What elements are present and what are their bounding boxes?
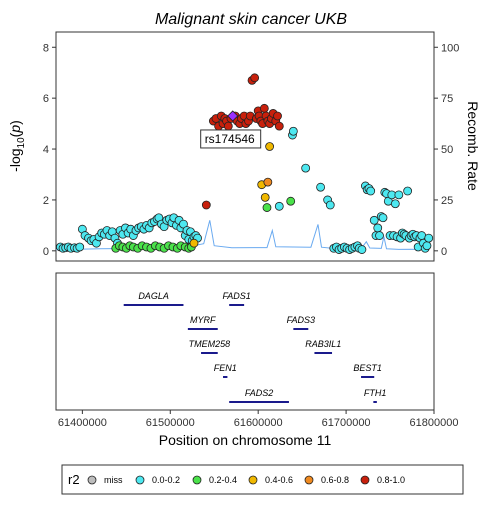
snp-point xyxy=(274,121,284,131)
snp-point xyxy=(301,163,311,173)
x-axis-label: Position on chromosome 11 xyxy=(159,432,332,448)
snp-point xyxy=(422,241,432,251)
gene-label: FADS2 xyxy=(245,388,273,398)
snp-point xyxy=(366,186,376,196)
snp-point xyxy=(357,245,367,254)
y-right-tick-label: 75 xyxy=(441,93,453,105)
snp-point xyxy=(424,233,434,243)
snp-point xyxy=(288,126,298,136)
snp-point xyxy=(260,192,270,202)
gene-label: DAGLA xyxy=(138,291,169,301)
legend-label: 0.0-0.2 xyxy=(152,475,180,485)
lead-snp-label: rs174546 xyxy=(205,132,255,146)
snp-point xyxy=(316,182,326,192)
snp-point xyxy=(75,242,85,252)
snp-point xyxy=(375,231,384,240)
y-left-tick-label: 2 xyxy=(43,195,49,207)
legend-swatch xyxy=(304,475,314,485)
snp-point xyxy=(250,73,260,83)
snp-point xyxy=(378,213,388,223)
legend-swatch xyxy=(248,475,258,485)
snp-point xyxy=(325,200,335,210)
snp-point xyxy=(274,201,284,211)
x-axis-ticks: 61400000 61500000 61600000 61700000 61800000 xyxy=(58,410,459,429)
snp-point xyxy=(390,199,400,209)
snp-point xyxy=(403,186,413,196)
legend-items: miss 0.0-0.2 0.2-0.4 0.4-0.6 0.6-0.8 0.8-1.0 xyxy=(87,475,405,485)
gene-label: FEN1 xyxy=(214,363,237,373)
snp-point xyxy=(265,142,275,151)
chart-title: Malignant skin cancer UKB xyxy=(155,11,347,28)
legend-label: 0.2-0.4 xyxy=(209,475,237,485)
gene-label: RAB3IL1 xyxy=(305,339,341,349)
legend-swatch xyxy=(192,475,202,485)
legend-label: 0.4-0.6 xyxy=(265,475,293,485)
snp-point xyxy=(369,215,379,225)
lead-snp-label-box xyxy=(200,129,262,149)
y-axis-right-ticks: 0 25 50 75 100 xyxy=(434,42,459,258)
legend-box xyxy=(61,464,464,495)
legend-title: r2 xyxy=(68,472,80,487)
y-right-tick-label: 25 xyxy=(441,195,453,207)
gene-label: FTH1 xyxy=(364,388,387,398)
snp-point xyxy=(394,190,404,200)
x-tick-label: 61800000 xyxy=(410,417,459,429)
snp-point xyxy=(201,200,211,210)
legend-label: miss xyxy=(104,475,123,485)
snp-point xyxy=(263,177,273,187)
y-left-tick-label: 6 xyxy=(43,93,49,105)
gene-label: FADS3 xyxy=(287,315,315,325)
x-tick-label: 61500000 xyxy=(146,417,195,429)
x-tick-label: 61600000 xyxy=(234,417,283,429)
legend-label: 0.8-1.0 xyxy=(377,475,405,485)
y-left-tick-label: 8 xyxy=(43,42,49,54)
y-axis-right-label: Recomb. Rate xyxy=(465,101,481,191)
legend-label: 0.6-0.8 xyxy=(321,475,349,485)
y-right-tick-label: 0 xyxy=(441,246,447,258)
snp-point xyxy=(262,203,272,212)
x-tick-label: 61400000 xyxy=(58,417,107,429)
legend-swatch xyxy=(87,475,97,485)
legend-swatch xyxy=(135,475,145,485)
snp-point xyxy=(223,121,233,131)
y-left-tick-label: 0 xyxy=(43,246,49,258)
lead-snp-layer: rs174546 xyxy=(200,110,262,149)
legend-swatch xyxy=(360,475,370,485)
x-tick-label: 61700000 xyxy=(322,417,371,429)
genes-layer: DAGLA FADS1 MYRF FADS3 TMEM258 RAB3IL1 FEN1 BES… xyxy=(123,291,387,403)
gene-label: BEST1 xyxy=(353,363,382,373)
y-left-tick-label: 4 xyxy=(43,144,49,156)
snp-point xyxy=(286,196,296,206)
snp-point xyxy=(189,238,199,248)
snp-point xyxy=(273,111,282,121)
y-right-tick-label: 100 xyxy=(441,42,459,54)
y-axis-left-ticks: 0 2 4 6 8 xyxy=(43,42,56,258)
snp-point xyxy=(373,223,383,233)
gene-label: FADS1 xyxy=(222,291,250,301)
snp-point xyxy=(259,103,269,113)
y-axis-left-label: -log10(p) xyxy=(7,120,27,172)
gene-label: TMEM258 xyxy=(189,339,231,349)
y-right-tick-label: 50 xyxy=(441,144,453,156)
snp-points-layer xyxy=(55,73,434,254)
gene-label: MYRF xyxy=(190,315,216,325)
gene-panel xyxy=(55,272,435,411)
lead-snp-marker xyxy=(227,110,239,122)
